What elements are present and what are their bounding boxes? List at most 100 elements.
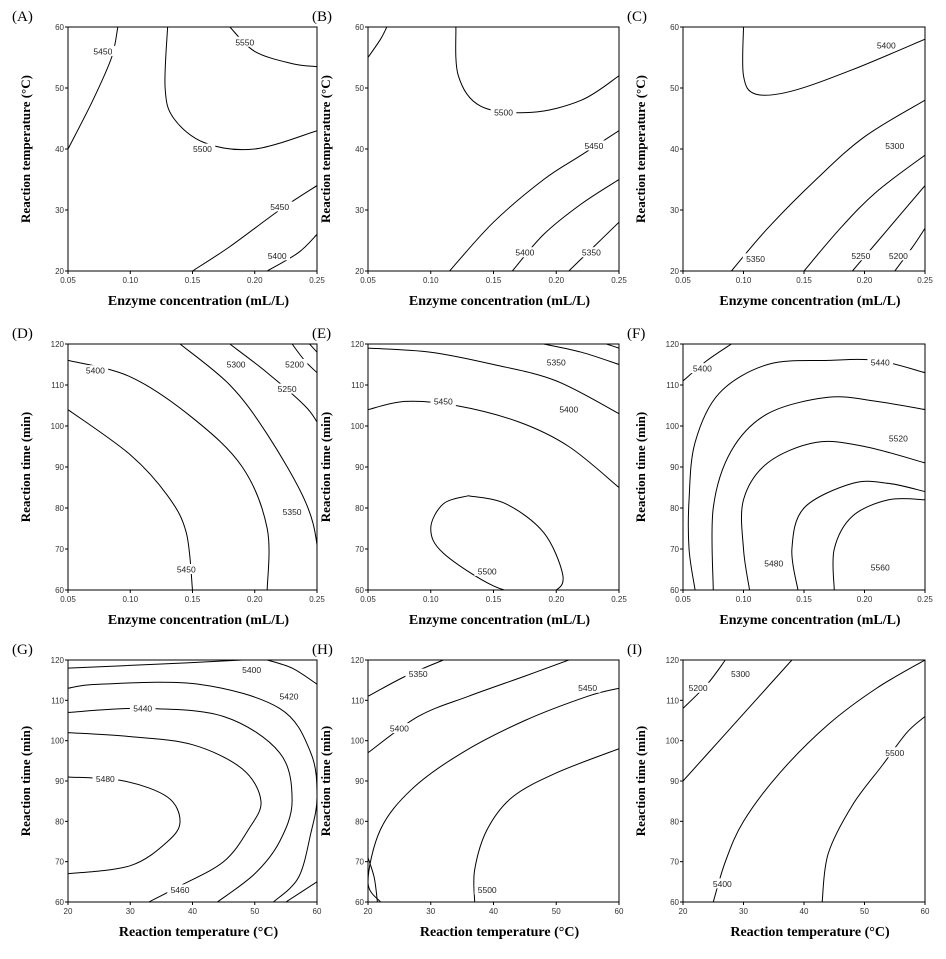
x-tick-label: 0.25 [611, 595, 627, 604]
contour-label-bg [881, 140, 908, 151]
contour-line [68, 681, 317, 902]
y-tick-label: 80 [55, 817, 64, 826]
panel-C: (C) 5400 5350 5300 5250 5200 0.05 0.10 0.15 0.20 0… [627, 9, 933, 309]
contour-line [164, 27, 317, 151]
contour-label-bg [405, 668, 431, 679]
y-tick-label: 120 [51, 340, 65, 349]
contour-label-bg [264, 250, 290, 261]
x-tick-label: 40 [188, 907, 197, 916]
y-tick-label: 120 [351, 656, 365, 665]
contour-label: 5400 [713, 879, 732, 889]
panel-label: (F) [627, 326, 645, 342]
x-tick-label: 0.20 [548, 276, 564, 285]
x-tick-label: 0.05 [60, 595, 76, 604]
contour-label: 5350 [283, 507, 302, 517]
contour-label-bg [689, 363, 716, 374]
y-axis-label: Reaction time (min) [633, 726, 648, 836]
x-tick-label: 0.15 [796, 276, 812, 285]
contour-label-bg [274, 383, 300, 394]
contour-line [368, 687, 619, 902]
contour-label: 5400 [559, 405, 578, 415]
contour-line [687, 358, 925, 590]
contour-line [267, 660, 317, 685]
contour-label-bg [90, 45, 116, 56]
y-tick-label: 110 [666, 381, 679, 390]
y-axis-label: Reaction time (min) [318, 412, 333, 522]
contour-line [229, 344, 317, 423]
x-tick-label: 0.05 [360, 276, 376, 285]
contour-label: 5500 [478, 885, 497, 895]
y-tick-label: 80 [55, 504, 64, 513]
contour-label: 5400 [693, 364, 712, 374]
contour-label: 5300 [731, 669, 750, 679]
x-tick-label: 20 [64, 907, 73, 916]
x-tick-label: 0.05 [675, 276, 691, 285]
contour-line [68, 707, 293, 902]
y-tick-label: 60 [670, 23, 679, 32]
x-tick-label: 50 [860, 907, 869, 916]
y-tick-label: 40 [55, 145, 64, 154]
contour-label: 5560 [871, 562, 890, 572]
contour-label: 5450 [270, 202, 289, 212]
contour-label: 5400 [86, 366, 105, 376]
x-tick-label: 0.05 [60, 276, 76, 285]
contour-label-bg [881, 747, 908, 758]
contour-line [309, 344, 317, 353]
contour-label-bg [490, 106, 517, 117]
contour-label-bg [238, 664, 265, 675]
y-tick-label: 20 [355, 267, 364, 276]
y-tick-label: 20 [55, 267, 64, 276]
y-tick-label: 80 [355, 817, 364, 826]
contour-label-bg [129, 702, 156, 713]
x-axis-label: Reaction temperature (°C) [119, 925, 279, 940]
y-tick-label: 60 [55, 586, 64, 595]
contour-line [740, 440, 925, 590]
contour-line [368, 857, 378, 902]
contour-label: 5400 [390, 724, 409, 734]
y-tick-label: 70 [670, 858, 679, 867]
contour-label: 5480 [764, 558, 783, 568]
y-tick-label: 100 [51, 422, 65, 431]
panel-label: (B) [312, 9, 332, 25]
x-tick-label: 0.10 [736, 276, 752, 285]
contour-label-bg [873, 39, 900, 50]
contour-label-bg [173, 564, 200, 574]
contour-line [192, 185, 317, 271]
plot-frame [367, 659, 620, 903]
y-tick-label: 110 [666, 696, 679, 705]
y-tick-label: 110 [51, 696, 64, 705]
x-tick-label: 0.15 [185, 276, 201, 285]
panel-I: (I) 5500 5400 5300 5200 20 30 40 50 60 60 70 80 90 100… [627, 642, 930, 940]
contour-label: 5440 [871, 357, 890, 367]
contour-label: 5200 [285, 360, 304, 370]
x-tick-label: 40 [800, 907, 809, 916]
plot-frame [367, 343, 620, 591]
y-axis-label: Reaction time (min) [18, 726, 33, 836]
contour-line [852, 185, 925, 271]
x-tick-label: 0.25 [917, 595, 933, 604]
y-tick-label: 70 [55, 545, 64, 554]
contour-label-bg [848, 250, 874, 261]
contour-label-bg [474, 884, 501, 895]
contour-label: 5460 [171, 885, 190, 895]
y-axis-label: Reaction temperature (°C) [18, 75, 33, 223]
contour-line [894, 228, 925, 271]
x-tick-label: 0.25 [611, 276, 627, 285]
contour-label: 5500 [494, 107, 513, 117]
x-tick-label: 0.25 [917, 276, 933, 285]
y-tick-label: 100 [666, 737, 680, 746]
contour-line [68, 359, 270, 590]
x-tick-label: 30 [739, 907, 748, 916]
y-tick-label: 90 [55, 777, 64, 786]
contour-label-bg [885, 432, 912, 443]
contour-line [683, 344, 732, 382]
y-tick-label: 120 [666, 340, 680, 349]
panel-label: (A) [12, 9, 33, 25]
contour-label: 5200 [889, 251, 908, 261]
contour-label: 5500 [478, 567, 497, 577]
contour-line [368, 347, 619, 415]
contour-line [68, 27, 119, 150]
y-tick-label: 20 [670, 267, 679, 276]
y-tick-label: 60 [55, 23, 64, 32]
y-tick-label: 40 [355, 145, 364, 154]
